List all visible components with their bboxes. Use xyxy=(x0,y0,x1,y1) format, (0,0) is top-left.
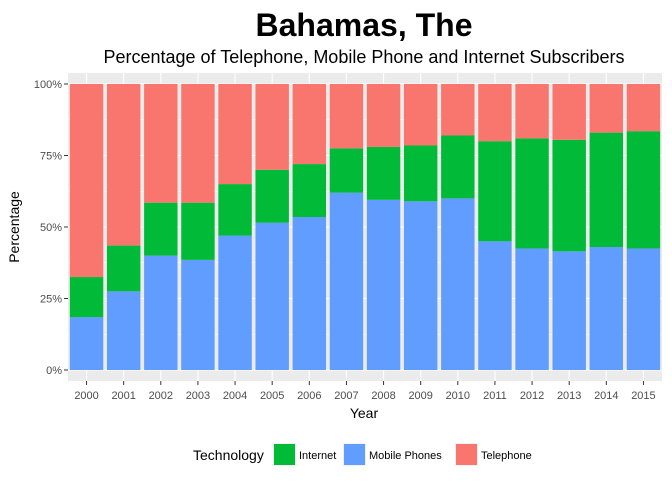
x-tick-label: 2013 xyxy=(557,390,581,402)
x-tick-label: 2011 xyxy=(483,390,507,402)
chart-subtitle: Percentage of Telephone, Mobile Phone an… xyxy=(103,47,624,67)
chart-title: Bahamas, The xyxy=(256,7,473,43)
x-axis-title: Year xyxy=(350,405,379,421)
bar-mobile-phones-2001 xyxy=(106,291,141,370)
x-tick-label: 2005 xyxy=(260,390,284,402)
bar-mobile-phones-2015 xyxy=(626,248,661,370)
bar-mobile-phones-2003 xyxy=(181,259,215,370)
bar-telephone-2012 xyxy=(515,84,549,139)
bar-mobile-phones-2002 xyxy=(144,255,178,370)
bar-mobile-phones-2006 xyxy=(292,216,327,370)
bar-mobile-phones-2008 xyxy=(366,199,401,370)
bar-telephone-2004 xyxy=(218,84,252,185)
legend-key-internet xyxy=(274,444,295,465)
x-tick-label: 2007 xyxy=(334,390,358,402)
bar-telephone-2006 xyxy=(292,84,327,165)
bar-mobile-phones-2009 xyxy=(403,201,438,370)
bar-mobile-phones-2013 xyxy=(552,251,586,370)
bar-telephone-2003 xyxy=(181,84,215,203)
x-tick-label: 2009 xyxy=(408,390,432,402)
bar-internet-2006 xyxy=(292,164,327,217)
x-tick-label: 2008 xyxy=(371,390,395,402)
bar-internet-2000 xyxy=(69,277,104,318)
bar-telephone-2009 xyxy=(403,84,438,146)
bar-mobile-phones-2011 xyxy=(478,241,512,370)
y-tick-label: 50% xyxy=(40,222,62,234)
bar-internet-2004 xyxy=(218,184,252,236)
bar-telephone-2010 xyxy=(441,84,475,136)
y-tick-label: 100% xyxy=(34,79,62,91)
bar-mobile-phones-2014 xyxy=(589,247,624,370)
bar-telephone-2002 xyxy=(144,84,178,203)
legend-key-telephone xyxy=(456,444,477,465)
bar-internet-2013 xyxy=(552,139,586,252)
bar-mobile-phones-2004 xyxy=(218,235,252,370)
x-tick-label: 2012 xyxy=(520,390,544,402)
y-axis: 0% 25% 50% 75% 100% xyxy=(34,79,68,377)
bar-telephone-2014 xyxy=(589,84,624,133)
bar-internet-2011 xyxy=(478,141,512,242)
legend-label-telephone: Telephone xyxy=(481,450,532,462)
legend-label-mobile-phones: Mobile Phones xyxy=(369,450,442,462)
bar-internet-2008 xyxy=(366,146,401,200)
y-tick-label: 25% xyxy=(40,294,62,306)
y-axis-title: Percentage xyxy=(6,191,22,263)
x-tick-label: 2006 xyxy=(297,390,321,402)
legend-label-internet: Internet xyxy=(299,450,336,462)
bar-telephone-2000 xyxy=(69,84,104,278)
bar-mobile-phones-2007 xyxy=(329,192,364,370)
bar-telephone-2013 xyxy=(552,84,586,140)
bar-internet-2009 xyxy=(403,145,438,202)
bars xyxy=(69,84,661,370)
x-tick-label: 2004 xyxy=(223,390,247,402)
x-tick-label: 2010 xyxy=(446,390,470,402)
y-tick-label: 0% xyxy=(46,365,62,377)
x-tick-label: 2015 xyxy=(631,390,655,402)
bar-internet-2010 xyxy=(441,135,475,199)
bar-mobile-phones-2010 xyxy=(441,198,475,370)
bar-internet-2001 xyxy=(106,245,141,292)
bar-internet-2007 xyxy=(329,148,364,193)
bar-telephone-2005 xyxy=(255,84,289,170)
bar-mobile-phones-2000 xyxy=(69,317,104,370)
x-tick-label: 2000 xyxy=(74,390,98,402)
x-tick-label: 2014 xyxy=(594,390,618,402)
bar-telephone-2007 xyxy=(329,84,364,149)
x-axis: 2000 2001 2002 2003 2004 2005 2006 2007 2008 2009… xyxy=(74,381,656,402)
bar-mobile-phones-2005 xyxy=(255,222,289,370)
bar-internet-2015 xyxy=(626,131,661,249)
y-tick-label: 75% xyxy=(40,151,62,163)
bar-telephone-2015 xyxy=(626,84,661,132)
bar-telephone-2011 xyxy=(478,84,512,142)
bar-internet-2005 xyxy=(255,169,289,223)
x-tick-label: 2001 xyxy=(111,390,135,402)
legend-key-mobile-phones xyxy=(344,444,365,465)
x-tick-label: 2003 xyxy=(186,390,210,402)
x-tick-label: 2002 xyxy=(149,390,173,402)
bar-telephone-2001 xyxy=(106,84,141,246)
bar-telephone-2008 xyxy=(366,84,401,147)
legend: Technology Internet Mobile Phones Telephon… xyxy=(193,443,532,466)
bar-internet-2012 xyxy=(515,138,549,249)
bar-internet-2014 xyxy=(589,132,624,248)
bar-internet-2002 xyxy=(144,202,178,256)
legend-title: Technology xyxy=(193,447,264,463)
bar-mobile-phones-2012 xyxy=(515,248,549,370)
bar-internet-2003 xyxy=(181,202,215,260)
